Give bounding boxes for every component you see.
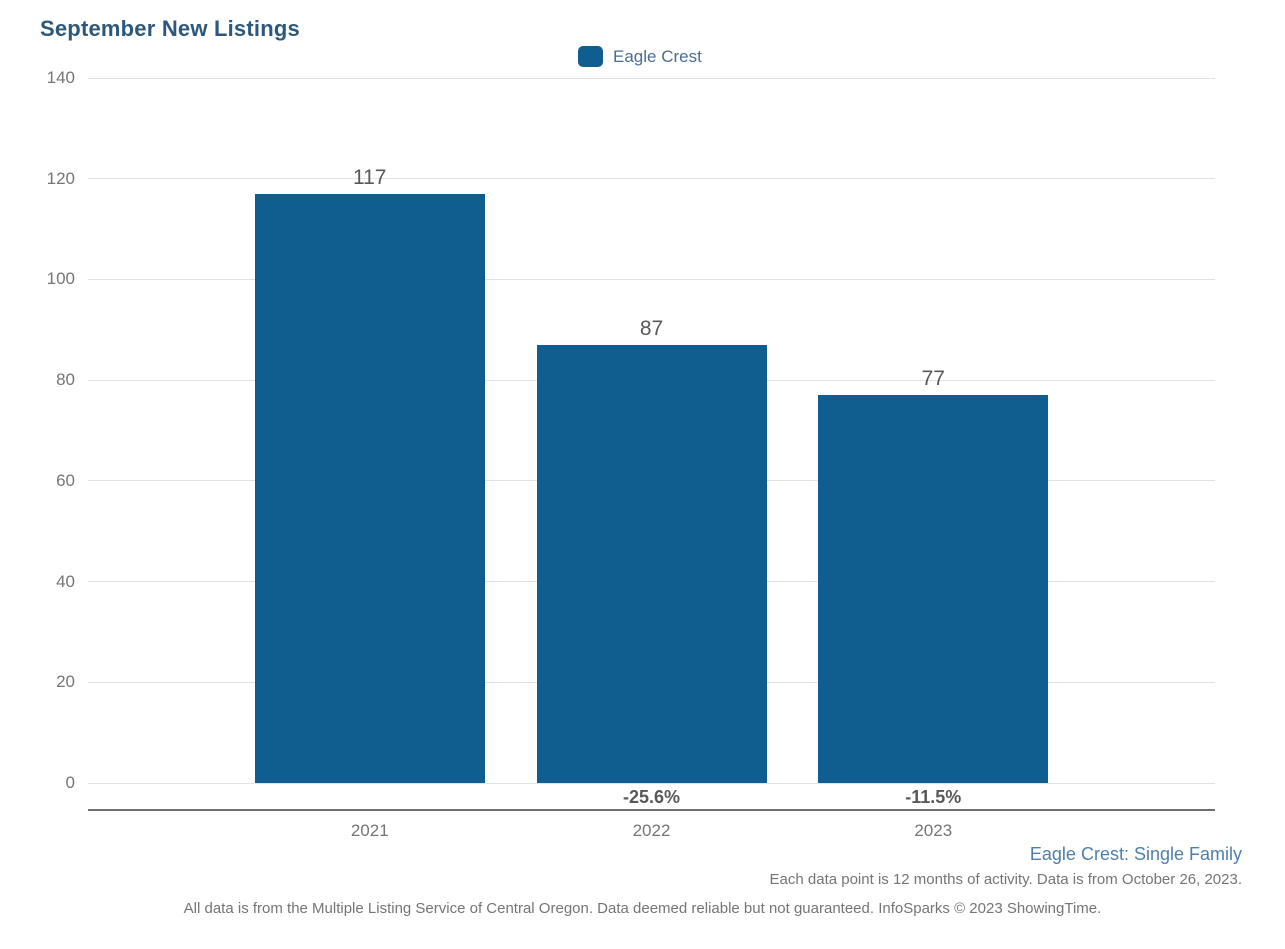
legend-item-eagle-crest[interactable]: Eagle Crest xyxy=(578,46,702,67)
caption-block: Eagle Crest: Single Family Each data poi… xyxy=(0,843,1242,890)
bar-2022[interactable] xyxy=(536,345,767,783)
y-axis-tick-label-80: 80 xyxy=(56,370,75,390)
pct-change-label-2022: -25.6% xyxy=(622,787,681,807)
x-axis-label-2021: 2021 xyxy=(350,821,389,840)
plot-area xyxy=(88,77,1215,784)
gridline-100 xyxy=(88,278,1215,280)
chart-title: September New Listings xyxy=(40,16,300,41)
legend-swatch-icon xyxy=(578,46,603,67)
y-axis-tick-label-100: 100 xyxy=(46,269,75,289)
gridline-0 xyxy=(88,782,1215,784)
pct-change-label-2023: -11.5% xyxy=(905,787,962,807)
bar-2021[interactable] xyxy=(254,194,485,783)
bar-2023[interactable] xyxy=(818,395,1049,783)
bar-value-label-2022: 87 xyxy=(639,317,664,340)
y-axis-tick-label-140: 140 xyxy=(46,68,75,87)
x-axis-line xyxy=(88,809,1215,811)
y-axis-tick-label-60: 60 xyxy=(56,470,75,490)
y-axis-tick-label-20: 20 xyxy=(56,672,75,692)
data-note: Each data point is 12 months of activity… xyxy=(769,871,1242,888)
segment-caption: Eagle Crest: Single Family xyxy=(1029,844,1242,864)
x-axis-label-2023: 2023 xyxy=(914,821,953,840)
legend-label: Eagle Crest xyxy=(613,46,702,66)
y-axis-tick-label-0: 0 xyxy=(65,773,75,792)
x-axis-label-2022: 2022 xyxy=(632,821,671,840)
y-axis-tick-label-40: 40 xyxy=(56,571,75,591)
bar-value-label-2021: 117 xyxy=(353,166,387,189)
y-axis-tick-label-120: 120 xyxy=(46,168,75,188)
bar-value-label-2023: 77 xyxy=(921,367,945,390)
gridline-120 xyxy=(88,178,1215,180)
gridline-140 xyxy=(88,77,1215,79)
disclaimer-text: All data is from the Multiple Listing Se… xyxy=(183,900,1102,917)
